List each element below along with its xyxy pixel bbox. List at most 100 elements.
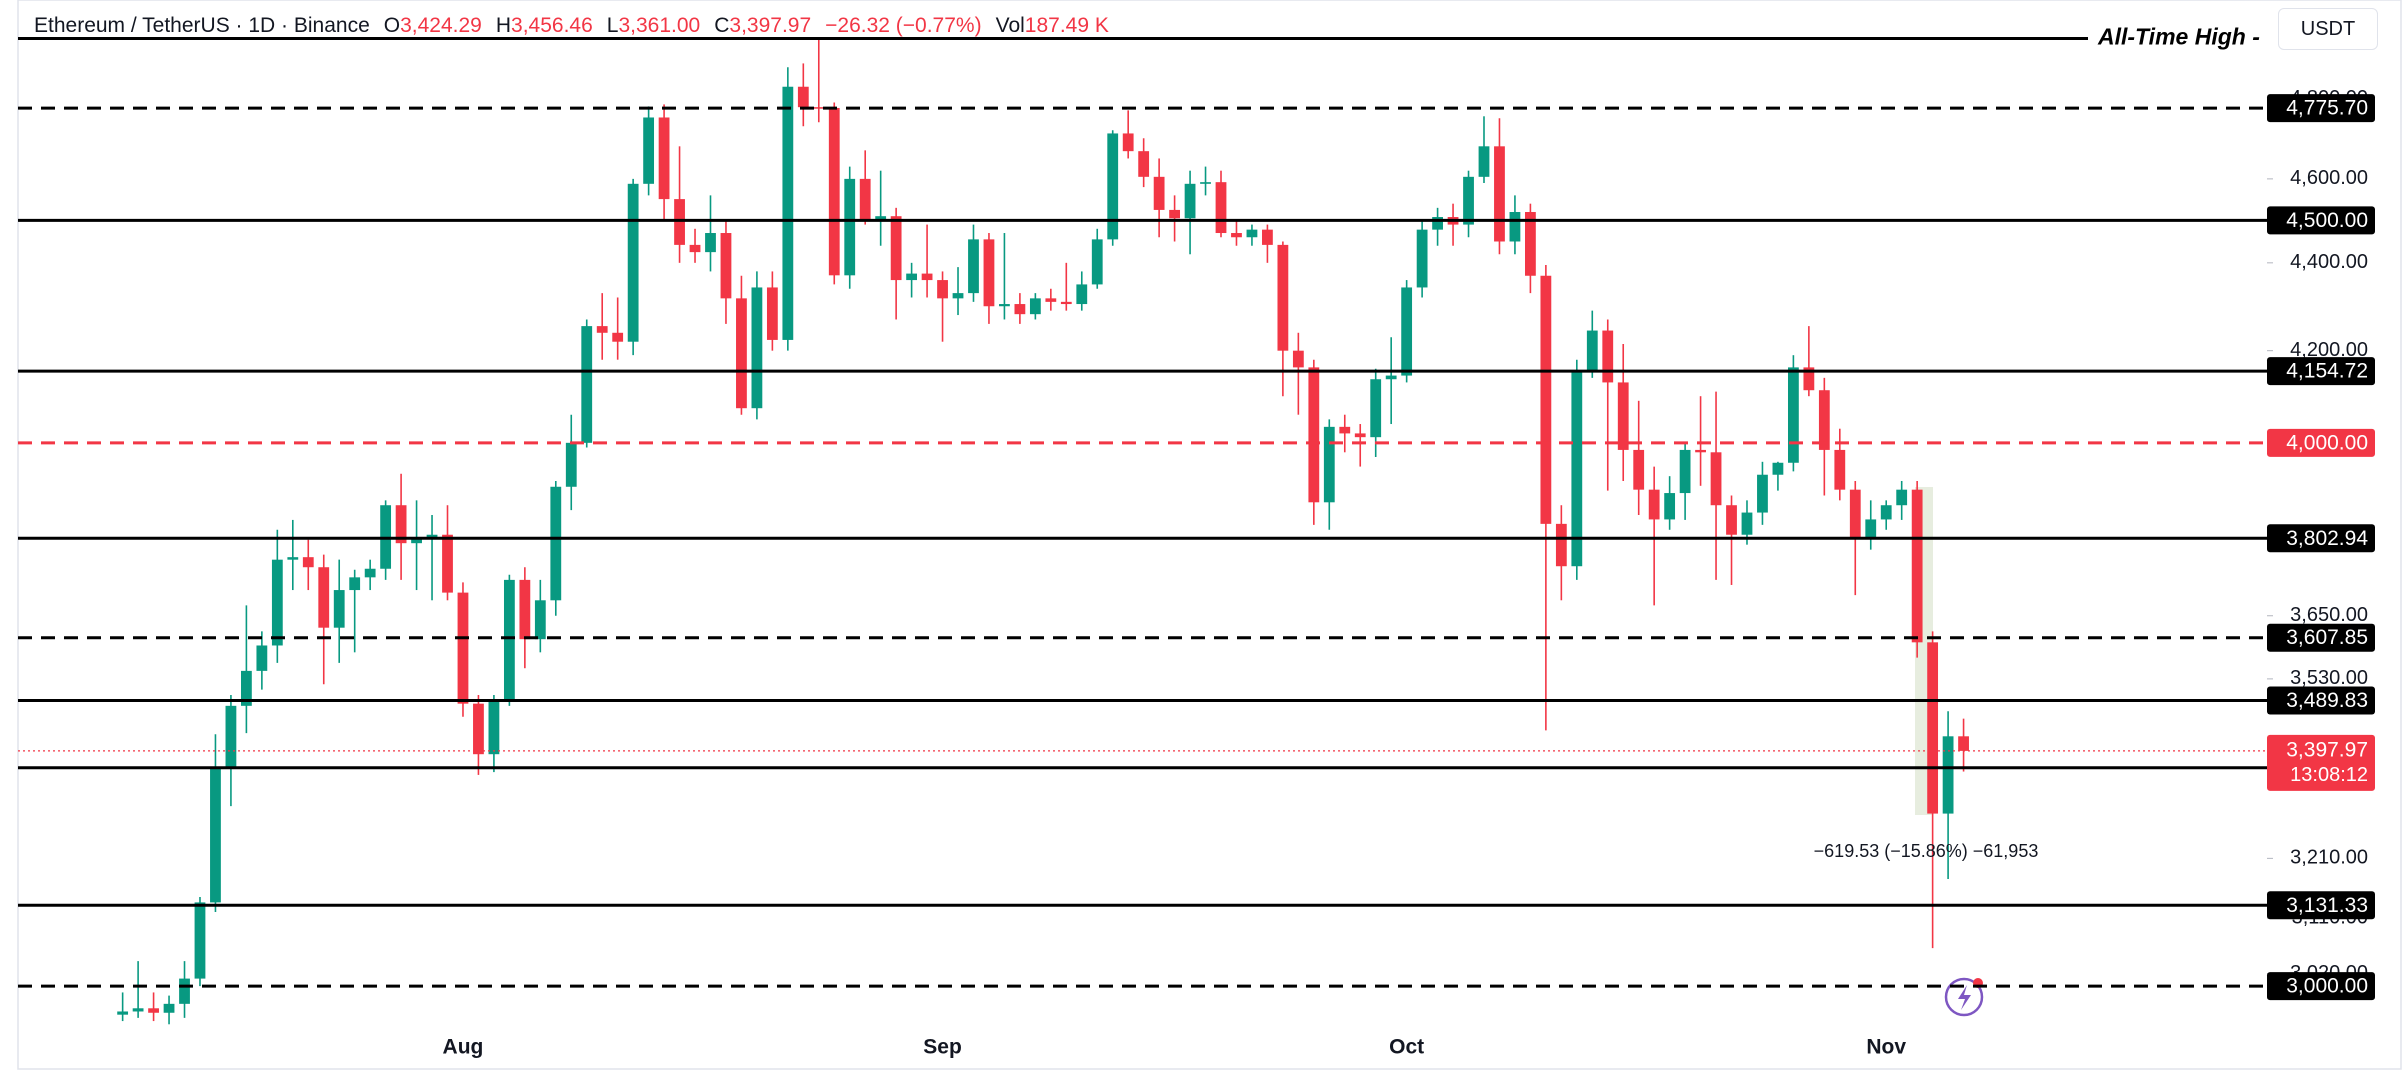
candle-body bbox=[1710, 452, 1722, 506]
ohlc-key: L bbox=[606, 14, 619, 37]
candle-body bbox=[797, 86, 809, 108]
candle-body bbox=[333, 590, 345, 628]
ohlc-value: 3,456.46 bbox=[511, 14, 593, 37]
candle-body bbox=[1648, 489, 1660, 520]
level-label: 4,775.70 bbox=[2286, 97, 2368, 120]
ohlc-key: C bbox=[714, 14, 730, 37]
candle-body bbox=[395, 505, 407, 544]
level-label: 4,154.72 bbox=[2286, 360, 2368, 383]
candle-body bbox=[534, 600, 546, 640]
level-label: 3,131.33 bbox=[2286, 894, 2368, 917]
candle-body bbox=[828, 107, 840, 276]
candle-body bbox=[565, 442, 577, 487]
x-tick-label: Nov bbox=[1866, 1036, 1906, 1059]
candle-body bbox=[302, 557, 314, 568]
candle-body bbox=[643, 117, 655, 184]
candle-body bbox=[1401, 287, 1413, 376]
level-label: 3,489.83 bbox=[2286, 689, 2368, 712]
candle-body bbox=[1029, 298, 1041, 315]
candle-body bbox=[1633, 449, 1645, 490]
candle-body bbox=[1803, 367, 1815, 391]
candle-body bbox=[179, 978, 190, 1004]
candle-body bbox=[1153, 176, 1165, 210]
symbol-header: Ethereum / TetherUS · 1D · Binance O3,424… bbox=[34, 14, 1123, 38]
candle-body bbox=[937, 280, 948, 299]
candle-body bbox=[627, 183, 639, 342]
countdown-label: 13:08:12 bbox=[2290, 764, 2368, 786]
candle-body bbox=[813, 107, 825, 109]
candle-body bbox=[1679, 449, 1691, 494]
alert-icon[interactable] bbox=[1944, 977, 1984, 1017]
ohlc-value: 3,361.00 bbox=[618, 14, 701, 37]
x-tick-label: Aug bbox=[443, 1036, 484, 1059]
candle-body bbox=[1354, 433, 1366, 438]
candle-body bbox=[1540, 275, 1552, 524]
candle-body bbox=[210, 766, 221, 903]
candle-body bbox=[349, 577, 361, 591]
candle-body bbox=[1060, 301, 1072, 305]
candle-body bbox=[612, 332, 624, 342]
candle-body bbox=[1555, 523, 1567, 567]
alert-bolt[interactable] bbox=[1958, 985, 1971, 1010]
candle-body bbox=[1834, 449, 1846, 490]
candle-body bbox=[1014, 304, 1026, 315]
candle-body bbox=[1741, 512, 1753, 535]
level-box bbox=[2267, 891, 2375, 920]
level-box bbox=[2267, 524, 2375, 553]
y-tick-label: 3,210.00 bbox=[2290, 847, 2368, 869]
candle-body bbox=[1323, 426, 1335, 503]
candle-body bbox=[1122, 133, 1134, 152]
candle-body bbox=[442, 534, 453, 593]
candle-body bbox=[1726, 505, 1737, 535]
candle-body bbox=[581, 326, 593, 443]
level-label: 4,500.00 bbox=[2286, 209, 2368, 232]
candle-body bbox=[1942, 736, 1954, 814]
candle-body bbox=[1880, 505, 1892, 520]
candle-body bbox=[1292, 350, 1304, 368]
candle-body bbox=[1602, 330, 1614, 383]
candle-body bbox=[1385, 375, 1397, 380]
change: −26.32 (−0.77%) bbox=[825, 14, 982, 37]
candle-body bbox=[1911, 489, 1923, 643]
y-tick-label: 3,650.00 bbox=[2290, 604, 2368, 626]
y-tick-label: 4,200.00 bbox=[2290, 339, 2368, 361]
candle-body bbox=[1045, 298, 1057, 302]
candle-body bbox=[689, 244, 701, 253]
candle-body bbox=[1339, 426, 1351, 434]
candle-body bbox=[1463, 176, 1474, 225]
candle-body bbox=[1525, 212, 1536, 276]
last-price-label: 3,397.97 bbox=[2286, 738, 2368, 761]
candle-body bbox=[318, 567, 330, 628]
candle-body bbox=[705, 233, 716, 253]
candle-body bbox=[875, 216, 887, 220]
candle-body bbox=[1416, 229, 1428, 288]
candle-body bbox=[1107, 133, 1119, 240]
candle-body bbox=[968, 239, 979, 294]
level-box bbox=[2267, 357, 2375, 386]
volume-key: Vol bbox=[995, 14, 1025, 37]
candle-body bbox=[1865, 519, 1877, 539]
chart-frame bbox=[17, 0, 2402, 1070]
ohlc-value: 3,424.29 bbox=[400, 14, 482, 37]
candle-body bbox=[999, 304, 1010, 307]
candle-body bbox=[720, 233, 732, 299]
candle-body bbox=[1896, 489, 1908, 506]
candle-body bbox=[1370, 379, 1382, 438]
candle-body bbox=[117, 1011, 129, 1015]
currency-button[interactable]: USDT bbox=[2278, 8, 2378, 50]
candle-body bbox=[1927, 642, 1939, 814]
level-box bbox=[2267, 972, 2375, 1001]
candle-body bbox=[550, 486, 562, 601]
level-label: 3,802.94 bbox=[2286, 527, 2368, 550]
candle-body bbox=[1772, 462, 1784, 475]
level-box bbox=[2267, 686, 2375, 715]
candle-body bbox=[890, 216, 902, 281]
candle-body bbox=[240, 670, 252, 706]
ohlc-value: 3,397.97 bbox=[729, 14, 812, 37]
level-box bbox=[2267, 428, 2375, 457]
candle-body bbox=[1695, 449, 1706, 453]
candle-body bbox=[921, 273, 933, 281]
y-tick-label: 4,400.00 bbox=[2290, 251, 2368, 273]
ohlc-key: H bbox=[495, 14, 512, 37]
